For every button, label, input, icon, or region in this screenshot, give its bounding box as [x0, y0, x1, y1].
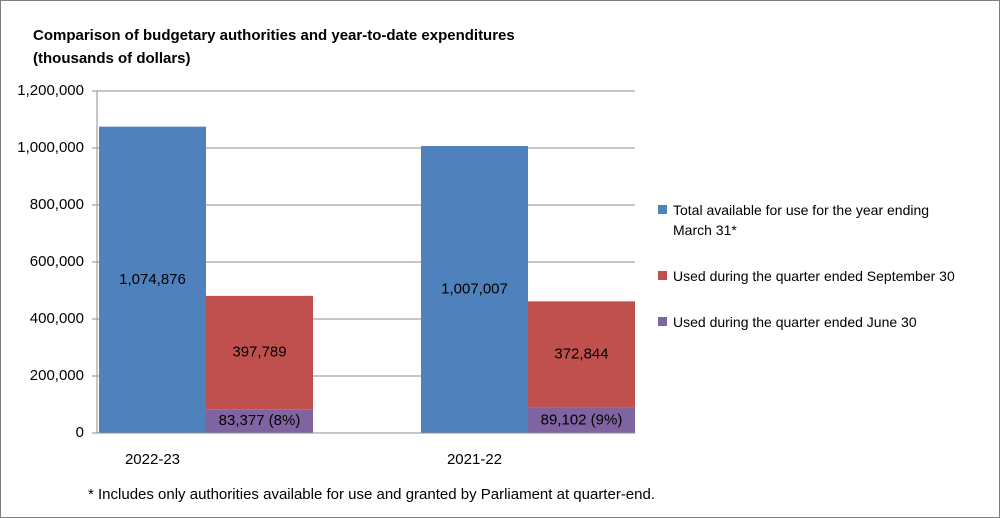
y-tick-label: 0 — [76, 424, 84, 441]
data-label: 83,377 (8%) — [219, 412, 301, 429]
y-tick-label: 600,000 — [30, 253, 84, 270]
y-tick-label: 1,000,000 — [17, 139, 84, 156]
data-label: 1,007,007 — [441, 280, 508, 297]
legend: Total available for use for the year end… — [658, 200, 958, 358]
x-tick-label: 2022-23 — [125, 451, 180, 468]
y-tick-label: 200,000 — [30, 367, 84, 384]
legend-item: Total available for use for the year end… — [658, 200, 958, 240]
chart-title: Comparison of budgetary authorities and … — [33, 27, 515, 44]
data-label: 372,844 — [554, 345, 608, 362]
legend-item: Used during the quarter ended September … — [658, 266, 958, 286]
legend-label: Used during the quarter ended June 30 — [673, 314, 917, 330]
legend-swatch — [658, 271, 667, 280]
data-label: 1,074,876 — [119, 271, 186, 288]
bar — [206, 409, 313, 433]
chart-subtitle: (thousands of dollars) — [33, 50, 191, 67]
x-tick-label: 2021-22 — [447, 451, 502, 468]
data-label: 89,102 (9%) — [541, 411, 623, 428]
bar — [421, 146, 528, 434]
bar — [206, 295, 313, 410]
legend-item: Used during the quarter ended June 30 — [658, 312, 958, 332]
legend-swatch — [658, 205, 667, 214]
legend-label: Total available for use for the year end… — [673, 202, 930, 238]
footnote: * Includes only authorities available fo… — [88, 486, 655, 503]
y-tick-label: 1,200,000 — [17, 82, 84, 99]
y-tick-label: 400,000 — [30, 310, 84, 327]
y-tick-label: 800,000 — [30, 196, 84, 213]
bar — [99, 126, 206, 433]
legend-swatch — [658, 317, 667, 326]
data-label: 397,789 — [232, 344, 286, 361]
bar — [528, 301, 635, 408]
legend-label: Used during the quarter ended September … — [673, 268, 955, 284]
bar — [528, 407, 635, 433]
